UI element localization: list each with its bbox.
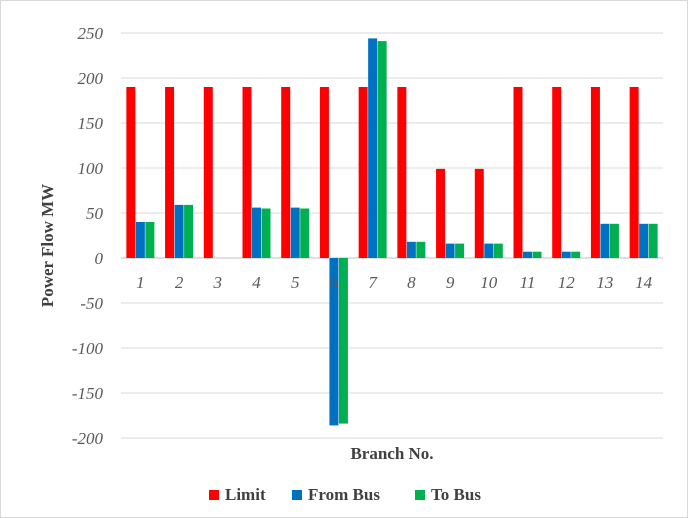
- bar-to-bus: [145, 222, 155, 258]
- y-axis-title: Power Flow MW: [38, 184, 57, 307]
- bar-limit: [319, 87, 329, 258]
- x-tick-label: 8: [407, 273, 416, 292]
- bar-from-bus: [445, 243, 455, 258]
- bar-to-bus: [416, 241, 426, 258]
- bar-from-bus: [523, 251, 532, 258]
- bar-limit: [629, 87, 639, 258]
- x-tick-label: 11: [520, 273, 536, 292]
- bar-to-bus: [609, 223, 619, 258]
- bar-from-bus: [484, 243, 494, 258]
- bar-limit: [165, 87, 175, 258]
- bar-limit: [126, 87, 136, 258]
- bar-limit: [242, 87, 252, 258]
- bar-from-bus: [329, 258, 339, 426]
- bar-limit: [474, 168, 484, 258]
- bars: [126, 38, 658, 426]
- x-tick-label: 3: [213, 273, 223, 292]
- x-tick-label: 13: [596, 273, 613, 292]
- bar-from-bus: [135, 222, 145, 258]
- bar-from-bus: [406, 241, 416, 258]
- bar-from-bus: [290, 207, 300, 258]
- bar-from-bus: [252, 207, 261, 258]
- legend-swatch-limit: [209, 490, 219, 500]
- legend-label-to-bus: To Bus: [431, 485, 481, 504]
- bar-to-bus: [455, 243, 465, 258]
- x-tick-label: 4: [252, 273, 261, 292]
- x-tick-labels: 1 2 3 4 5 6 7 8 9 10 11 12 13 14: [136, 273, 653, 292]
- x-tick-label: 12: [558, 273, 576, 292]
- x-tick-label: 14: [635, 273, 653, 292]
- bar-limit: [513, 87, 523, 258]
- bar-to-bus: [648, 223, 658, 258]
- y-tick-label: -150: [72, 384, 104, 403]
- bar-to-bus: [493, 243, 503, 258]
- y-tick-label: 100: [78, 159, 104, 178]
- x-tick-label: 6: [330, 273, 339, 292]
- bar-to-bus: [300, 208, 310, 258]
- legend-label-from-bus: From Bus: [308, 485, 380, 504]
- x-tick-label: 2: [175, 273, 184, 292]
- bar-limit: [436, 168, 446, 258]
- bar-to-bus: [532, 251, 542, 258]
- bar-from-bus: [174, 204, 184, 258]
- y-tick-labels: 250 200 150 100 50 0 -50 -100 -150 -200: [72, 24, 104, 448]
- bar-limit: [281, 87, 291, 258]
- y-tick-label: 250: [78, 24, 104, 43]
- bar-limit: [203, 87, 213, 258]
- bar-limit: [590, 87, 600, 258]
- bar-to-bus: [571, 251, 581, 258]
- x-axis-title: Branch No.: [350, 444, 433, 463]
- y-tick-label: 0: [95, 249, 104, 268]
- bar-limit: [358, 87, 368, 258]
- y-tick-label: -100: [72, 339, 104, 358]
- bar-to-bus: [184, 204, 194, 258]
- y-tick-label: -200: [72, 429, 104, 448]
- y-tick-label: 200: [78, 69, 104, 88]
- bar-from-bus: [368, 38, 378, 259]
- bar-to-bus: [338, 258, 348, 424]
- bar-to-bus: [261, 208, 271, 258]
- legend-swatch-to-bus: [415, 490, 425, 500]
- bar-from-bus: [561, 251, 571, 258]
- legend-label-limit: Limit: [225, 485, 266, 504]
- x-tick-label: 1: [136, 273, 145, 292]
- bar-limit: [397, 87, 407, 258]
- y-tick-label: -50: [80, 294, 103, 313]
- gridlines: [121, 32, 663, 439]
- y-tick-label: 150: [78, 114, 104, 133]
- legend-swatch-from-bus: [292, 490, 302, 500]
- x-tick-label: 9: [446, 273, 455, 292]
- bar-to-bus: [377, 41, 387, 258]
- bar-from-bus: [600, 223, 610, 258]
- bar-limit: [552, 87, 562, 258]
- x-tick-label: 5: [291, 273, 300, 292]
- legend: Limit From Bus To Bus: [209, 485, 481, 504]
- y-tick-label: 50: [86, 204, 104, 223]
- x-tick-label: 7: [368, 273, 378, 292]
- bar-from-bus: [639, 223, 649, 258]
- x-tick-label: 10: [480, 273, 498, 292]
